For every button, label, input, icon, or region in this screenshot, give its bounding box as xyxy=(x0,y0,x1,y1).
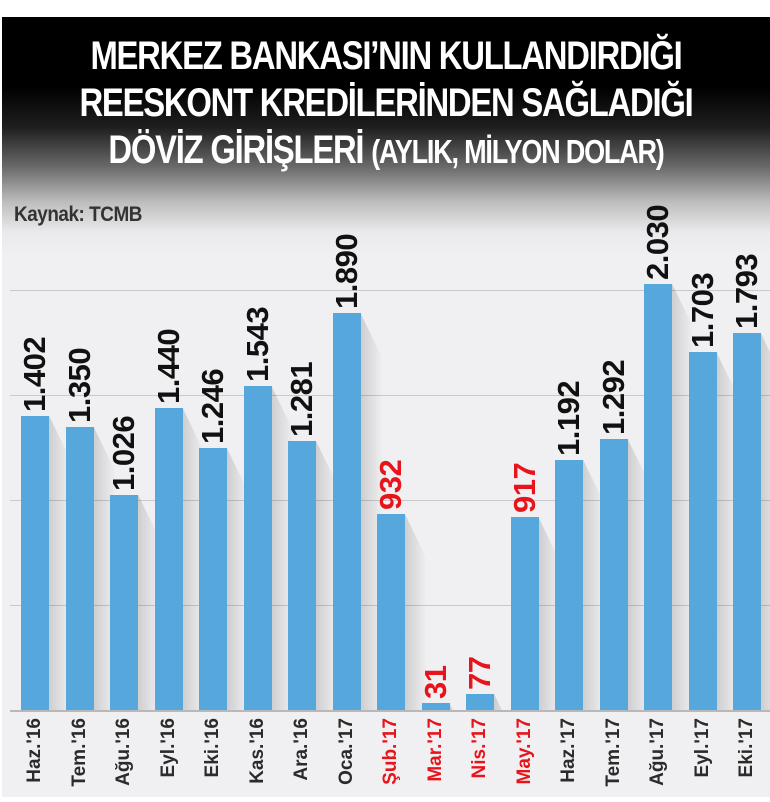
bar xyxy=(288,440,316,710)
bar-value-label: 1.281 xyxy=(284,361,319,437)
category-label: Mar.'17 xyxy=(424,718,446,782)
category-label: Eyl.'16 xyxy=(157,718,179,778)
bar-shadow xyxy=(405,514,427,710)
bar xyxy=(555,459,583,710)
gridline xyxy=(10,500,770,501)
category-label: Eki.'16 xyxy=(202,718,223,778)
bar xyxy=(421,703,450,710)
bar xyxy=(332,313,361,710)
category-label: May.'17 xyxy=(513,718,535,785)
title-line-3: DÖVİZ GİRİŞLERİ (AYLIK, MİLYON DOLAR) xyxy=(71,127,701,175)
bar xyxy=(644,283,672,710)
bar xyxy=(466,693,494,710)
category-label: Eyl.'17 xyxy=(691,718,713,778)
bar xyxy=(243,385,272,710)
bar-value-label: 1.350 xyxy=(61,347,97,423)
bar xyxy=(154,407,183,710)
category-label: Ara.'16 xyxy=(291,718,312,781)
bar-value-label: 1.292 xyxy=(595,359,631,435)
bar xyxy=(733,333,761,710)
chart-title: MERKEZ BANKASI’NIN KULLANDIRDIĞI REESKON… xyxy=(71,33,701,175)
bar xyxy=(199,448,227,710)
category-label: Haz.'16 xyxy=(24,718,45,783)
bar xyxy=(110,494,138,710)
bar xyxy=(599,438,628,710)
x-axis-baseline xyxy=(10,710,770,712)
gridline xyxy=(10,290,770,291)
title-line-1: MERKEZ BANKASI’NIN KULLANDIRDIĞI xyxy=(90,34,682,78)
category-label: Ağu.'16 xyxy=(113,718,134,786)
category-label: Kas.'16 xyxy=(246,718,268,784)
bar-value-label: 1.192 xyxy=(551,380,586,456)
bar-value-label: 1.543 xyxy=(239,306,275,382)
title-main: DÖVİZ GİRİŞLERİ xyxy=(108,128,364,172)
category-label: Oca.'17 xyxy=(335,718,357,785)
chart-frame: MERKEZ BANKASI’NIN KULLANDIRDIĞI REESKON… xyxy=(2,17,770,797)
bar-value-label: 2.030 xyxy=(640,204,675,280)
bar-value-label: 1.246 xyxy=(195,369,230,445)
bar-value-label: 1.703 xyxy=(684,273,720,349)
bar xyxy=(65,426,94,710)
bar-value-label: 77 xyxy=(462,656,497,690)
bar xyxy=(688,352,717,710)
bar xyxy=(21,415,49,710)
source-label: Kaynak: TCMB xyxy=(14,203,142,226)
bar-value-label: 31 xyxy=(417,666,453,700)
title-line-2: REESKONT KREDİLERİNDEN SAĞLADIĞI xyxy=(79,81,693,125)
category-label: Ağu.'17 xyxy=(647,718,668,786)
plot-area: 1.402 Haz.'16 1.350 Tem.'16 1.026 Ağu.'16 1.44… xyxy=(2,17,770,797)
title-unit: (AYLIK, MİLYON DOLAR) xyxy=(371,133,665,170)
bar-value-label: 1.793 xyxy=(729,254,764,330)
category-label: Haz.'17 xyxy=(558,718,579,783)
bar-shadow xyxy=(761,333,770,710)
category-label: Nis.'17 xyxy=(469,718,490,779)
category-label: Eki.'17 xyxy=(736,718,757,778)
bar-value-label: 1.026 xyxy=(106,415,141,491)
bar-value-label: 1.890 xyxy=(328,234,364,310)
category-label: Tem.'17 xyxy=(602,718,624,787)
bar xyxy=(510,517,539,710)
bar-value-label: 932 xyxy=(373,460,408,511)
bar-value-label: 1.402 xyxy=(17,336,52,412)
gridline xyxy=(10,395,770,396)
bar xyxy=(377,514,405,710)
bar-value-label: 1.440 xyxy=(150,328,186,404)
category-label: Tem.'16 xyxy=(68,718,90,787)
bar-value-label: 917 xyxy=(506,463,542,514)
category-label: Şub.'17 xyxy=(380,718,401,785)
